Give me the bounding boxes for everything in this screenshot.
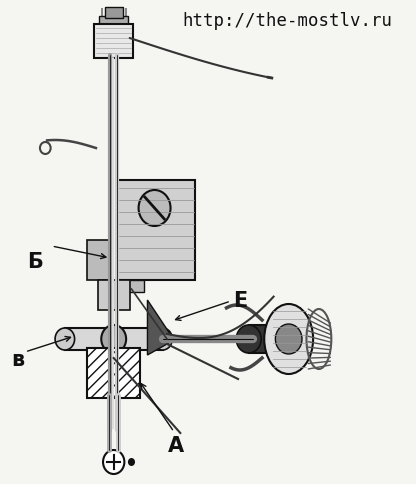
Bar: [125, 8, 127, 18]
Bar: [101, 8, 104, 18]
Bar: [117, 180, 196, 280]
Bar: [94, 24, 133, 58]
Bar: [65, 328, 163, 350]
Text: в: в: [11, 350, 24, 370]
Circle shape: [55, 328, 74, 350]
Bar: [98, 280, 130, 310]
Bar: [117, 8, 119, 18]
Circle shape: [236, 325, 261, 353]
Bar: [126, 280, 144, 292]
Circle shape: [275, 324, 302, 354]
Text: Б: Б: [27, 252, 43, 272]
Circle shape: [139, 190, 171, 226]
Circle shape: [153, 328, 172, 350]
Text: http://the-mostlv.ru: http://the-mostlv.ru: [182, 12, 392, 30]
Circle shape: [101, 325, 126, 353]
Polygon shape: [147, 300, 174, 355]
Bar: [121, 8, 124, 18]
Bar: [105, 8, 107, 18]
Bar: [105, 7, 123, 18]
Ellipse shape: [264, 304, 313, 374]
Circle shape: [103, 450, 124, 474]
Bar: [99, 16, 128, 24]
Text: A: A: [168, 436, 184, 456]
Text: E: E: [233, 291, 247, 311]
Bar: [109, 8, 111, 18]
Bar: [87, 348, 140, 398]
Circle shape: [128, 458, 135, 466]
Bar: [113, 8, 116, 18]
Bar: [249, 325, 274, 353]
Bar: [87, 240, 112, 280]
